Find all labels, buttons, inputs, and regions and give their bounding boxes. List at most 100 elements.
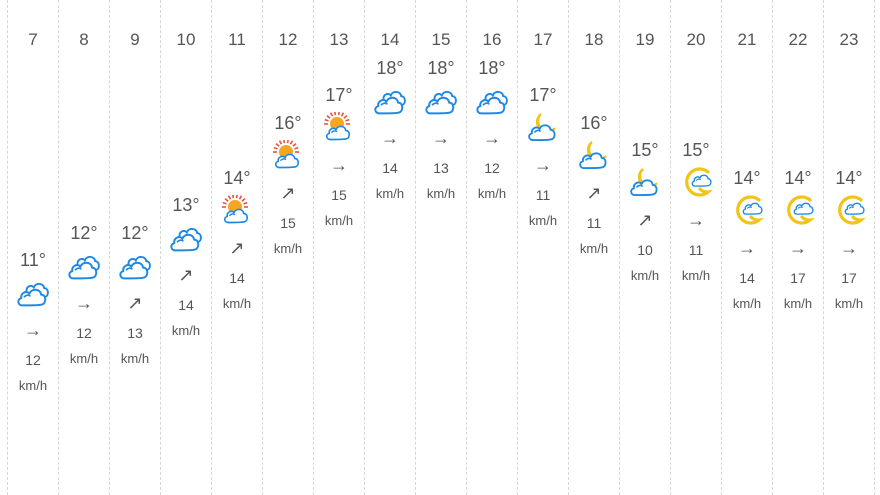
hour-column-12: 12 16° ↗ 15 km/h — [262, 0, 313, 495]
cloudy-icon — [66, 250, 102, 280]
temperature-label: 18° — [427, 57, 455, 78]
wind-speed-unit: km/h — [630, 268, 660, 283]
sun-behind-cloud-icon — [219, 194, 255, 225]
temperature-label: 12° — [121, 222, 149, 243]
cloudy-icon — [15, 277, 51, 307]
wind-direction-arrow: ↗ — [637, 210, 653, 230]
hour-column-7: 7 11° → 12 km/h — [7, 0, 58, 495]
hour-label: 18 — [584, 30, 604, 49]
wind-direction-arrow: → — [738, 237, 756, 258]
wind-speed-unit: km/h — [171, 323, 201, 338]
cloudy-icon — [372, 85, 408, 115]
hour-label: 17 — [533, 30, 553, 49]
wind-speed-unit: km/h — [783, 295, 813, 311]
hour-column-16: 16 18° → 12 km/h — [466, 0, 517, 495]
wind-speed-value: 15 — [331, 187, 347, 203]
hour-column-14: 14 18° → 14 km/h — [364, 0, 415, 495]
wind-speed-value: 14 — [739, 269, 755, 286]
wind-direction-arrow: ↗ — [178, 265, 194, 285]
hourly-forecast-strip: 7 11° → 12 km/h 8 12° → 12 km/h 9 12° ↗ … — [7, 0, 875, 495]
wind-speed-unit: km/h — [18, 378, 48, 393]
temperature-label: 14° — [733, 167, 761, 188]
wind-speed-unit: km/h — [477, 185, 507, 201]
wind-speed-value: 11 — [688, 242, 704, 258]
hour-label: 12 — [278, 30, 298, 49]
cloudy-icon — [474, 85, 510, 115]
hour-label: 20 — [686, 30, 706, 49]
wind-speed-unit: km/h — [273, 240, 303, 256]
wind-direction-arrow: → — [840, 237, 858, 258]
wind-speed-value: 12 — [25, 352, 41, 368]
wind-speed-unit: km/h — [120, 350, 150, 366]
hour-column-13: 13 17° → 15 km/h — [313, 0, 364, 495]
wind-speed-unit: km/h — [324, 213, 354, 228]
hour-label: 9 — [130, 30, 140, 49]
wind-direction-arrow: → — [534, 155, 552, 175]
hour-column-9: 9 12° ↗ 13 km/h — [109, 0, 160, 495]
hour-label: 22 — [788, 30, 808, 49]
wind-speed-unit: km/h — [375, 185, 405, 201]
cloudy-icon — [168, 222, 204, 252]
hour-label: 10 — [176, 30, 196, 49]
wind-direction-arrow: → — [381, 127, 399, 148]
wind-direction-arrow: → — [75, 292, 93, 313]
wind-speed-value: 14 — [382, 159, 398, 176]
wind-speed-value: 17 — [790, 269, 806, 286]
hour-label: 16 — [482, 30, 502, 49]
temperature-label: 14° — [835, 167, 863, 188]
wind-speed-unit: km/h — [528, 213, 558, 228]
moon-behind-cloud-icon — [576, 140, 612, 170]
sun-behind-cloud-icon — [321, 112, 357, 142]
hour-label: 11 — [228, 30, 246, 49]
hour-label: 13 — [329, 30, 349, 49]
temperature-label: 18° — [478, 57, 506, 78]
hour-column-10: 10 13° ↗ 14 km/h — [160, 0, 211, 495]
wind-direction-arrow: → — [24, 320, 42, 340]
sun-behind-cloud-icon — [270, 139, 306, 170]
wind-speed-value: 13 — [127, 324, 143, 341]
moon-with-cloud-icon — [729, 194, 765, 225]
moon-with-cloud-icon — [780, 194, 816, 225]
hour-column-22: 22 14° → 17 km/h — [772, 0, 823, 495]
temperature-label: 13° — [172, 195, 200, 215]
wind-speed-value: 11 — [535, 187, 551, 203]
wind-speed-unit: km/h — [732, 295, 762, 311]
hour-column-19: 19 15° ↗ 10 km/h — [619, 0, 670, 495]
hour-label: 7 — [28, 30, 38, 49]
moon-behind-cloud-icon — [525, 112, 561, 142]
cloudy-icon — [423, 85, 459, 115]
wind-direction-arrow: → — [483, 127, 501, 148]
temperature-label: 17° — [529, 85, 557, 105]
wind-direction-arrow: → — [789, 237, 807, 258]
hour-column-23: 23 14° → 17 km/h — [823, 0, 875, 495]
temperature-label: 15° — [682, 140, 710, 160]
hour-column-21: 21 14° → 14 km/h — [721, 0, 772, 495]
temperature-label: 15° — [631, 140, 659, 160]
wind-direction-arrow: ↗ — [280, 182, 296, 203]
wind-direction-arrow: ↗ — [586, 182, 602, 203]
wind-direction-arrow: → — [432, 127, 450, 148]
wind-speed-value: 17 — [841, 269, 857, 286]
temperature-label: 16° — [580, 112, 608, 133]
temperature-label: 17° — [325, 85, 353, 105]
hour-column-20: 20 15° → 11 km/h — [670, 0, 721, 495]
wind-speed-unit: km/h — [579, 240, 609, 256]
wind-speed-unit: km/h — [69, 350, 99, 366]
hour-label: 15 — [431, 30, 451, 49]
wind-speed-unit: km/h — [426, 185, 456, 201]
wind-direction-arrow: ↗ — [229, 237, 245, 258]
hour-column-11: 11 14° ↗ 14 km/h — [211, 0, 262, 495]
hour-label: 19 — [635, 30, 655, 49]
wind-speed-value: 11 — [586, 214, 602, 231]
wind-speed-value: 10 — [637, 242, 653, 258]
hour-label: 14 — [380, 30, 400, 49]
wind-direction-arrow: → — [687, 210, 705, 230]
wind-speed-value: 14 — [178, 297, 194, 313]
wind-direction-arrow: → — [330, 155, 348, 175]
wind-speed-unit: km/h — [681, 268, 711, 283]
wind-direction-arrow: ↗ — [127, 292, 143, 313]
wind-speed-value: 13 — [433, 159, 449, 176]
moon-with-cloud-icon — [678, 167, 714, 197]
hour-label: 23 — [839, 30, 859, 49]
moon-behind-cloud-icon — [627, 167, 663, 197]
